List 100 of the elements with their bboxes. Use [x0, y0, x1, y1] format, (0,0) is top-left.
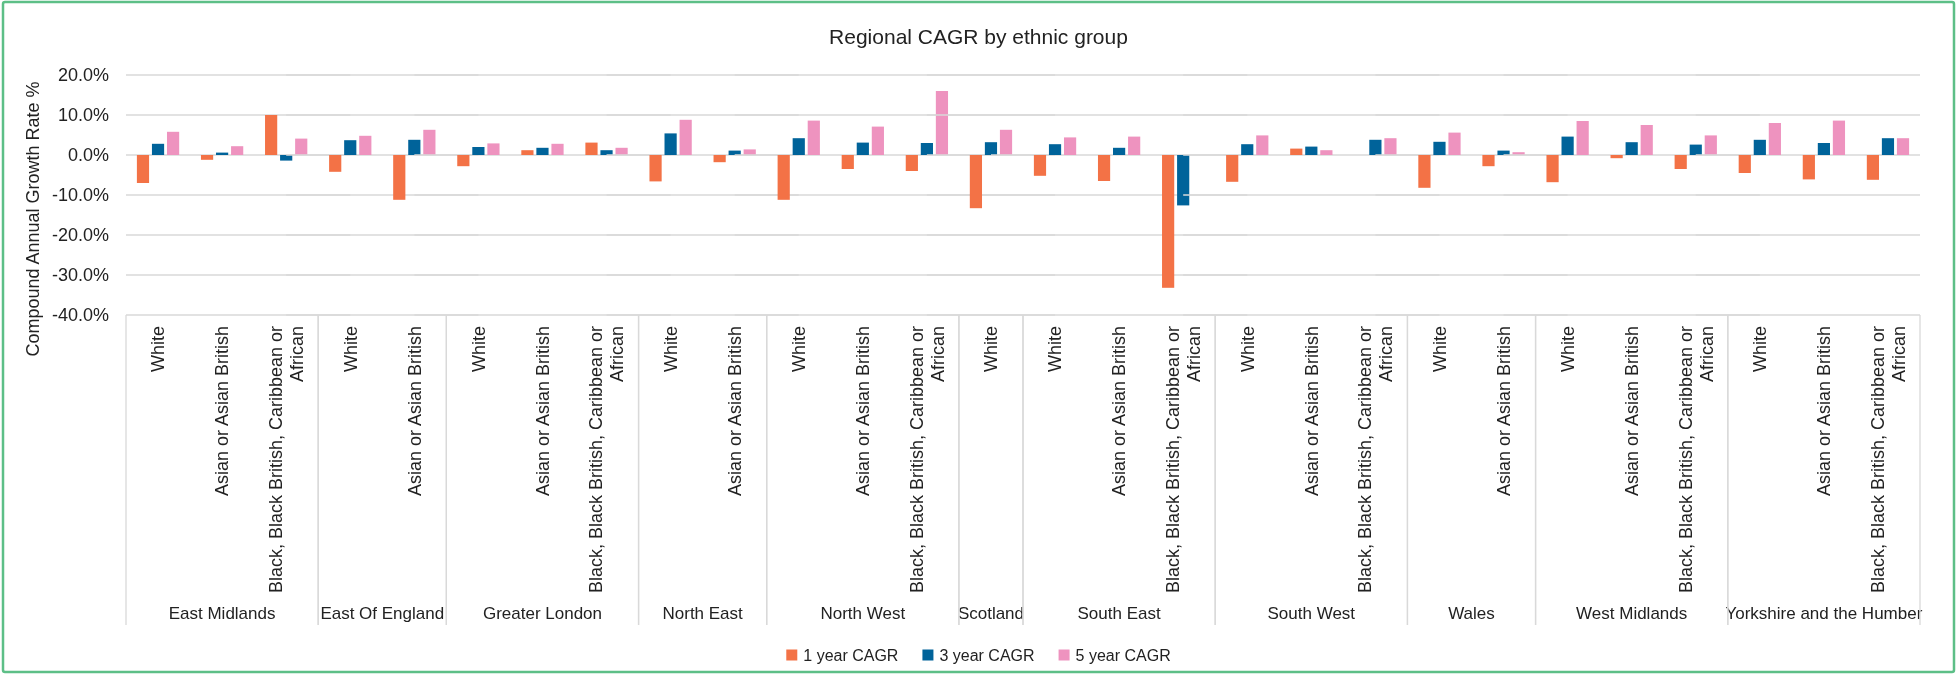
bar	[1384, 138, 1397, 155]
x-tick-label: Asian or Asian British	[724, 326, 745, 497]
bar	[1226, 155, 1239, 182]
x-tick-label: Asian or Asian British	[1621, 326, 1642, 497]
legend-label: 5 year CAGR	[1075, 646, 1171, 664]
bar	[1482, 155, 1495, 167]
bar	[1738, 155, 1751, 173]
bar	[1881, 138, 1895, 155]
bar	[1546, 155, 1559, 183]
bar	[1063, 137, 1077, 155]
bar	[1689, 144, 1702, 155]
bar	[1162, 155, 1175, 288]
bar	[551, 143, 564, 155]
bar	[536, 147, 549, 155]
x-tick-label: Black, Black British, Caribbean or African	[586, 326, 628, 594]
bar	[1097, 155, 1111, 181]
x-tick-label: Asian or Asian British	[404, 326, 425, 497]
bar	[136, 155, 150, 183]
bar	[679, 119, 692, 155]
bar	[1433, 141, 1446, 155]
bar	[713, 155, 726, 163]
bar	[151, 143, 165, 155]
x-axis-title: Wales	[1448, 604, 1495, 623]
bar	[1704, 135, 1717, 155]
x-axis-title: North West	[820, 604, 906, 623]
x-tick-label: White	[789, 326, 810, 373]
bar	[166, 131, 180, 155]
y-tick-label: 20.0%	[57, 65, 109, 86]
x-tick-label: Asian or Asian British	[1814, 326, 1835, 497]
x-axis-title: East Of England	[320, 604, 445, 623]
x-tick-label: Asian or Asian British	[1109, 326, 1130, 497]
x-axis-title: South West	[1267, 604, 1356, 623]
y-tick-label: -20.0%	[51, 225, 109, 246]
bar	[200, 155, 214, 160]
x-axis-title: South East	[1077, 604, 1161, 623]
x-tick-label: Asian or Asian British	[853, 326, 874, 497]
bar	[1866, 155, 1880, 180]
bar	[856, 142, 869, 155]
x-tick-label: White	[1557, 326, 1578, 373]
bar	[1576, 121, 1589, 155]
x-tick-label: White	[1429, 326, 1450, 373]
bar	[329, 155, 342, 172]
bar	[1753, 139, 1766, 155]
bar	[905, 155, 918, 171]
x-tick-label: White	[468, 326, 489, 373]
x-tick-label: Asian or Asian British	[212, 326, 233, 497]
y-axis-title: Compound Annual Growth Rate %	[23, 81, 44, 357]
x-tick-label: White	[1237, 326, 1258, 373]
bar	[841, 155, 854, 169]
bar	[265, 115, 278, 155]
x-tick-label: White	[660, 326, 681, 373]
x-tick-label: Asian or Asian British	[1301, 326, 1322, 497]
bar	[1768, 123, 1781, 155]
bar	[472, 147, 485, 155]
bar	[1674, 155, 1687, 169]
x-tick-label: Black, Black British, Caribbean or African	[1162, 326, 1204, 594]
bar	[1048, 144, 1062, 155]
bar	[1113, 147, 1126, 155]
bar	[807, 120, 820, 155]
bar	[1305, 146, 1318, 155]
x-axis-title: West Midlands	[1576, 604, 1688, 623]
bar	[231, 146, 244, 155]
x-tick-label: Black, Black British, Caribbean or African	[1675, 326, 1717, 594]
x-tick-label: Black, Black British, Caribbean or African	[906, 326, 948, 594]
bar	[521, 150, 534, 155]
x-tick-label: White	[981, 326, 1002, 373]
bar	[457, 155, 470, 167]
bar	[1241, 144, 1254, 155]
x-axis-title: Yorkshire and the Humber	[1725, 604, 1923, 623]
bar	[1290, 148, 1303, 155]
bar	[487, 143, 500, 155]
bar	[1896, 138, 1910, 155]
x-tick-label: Asian or Asian British	[1493, 326, 1514, 497]
bar	[920, 143, 933, 155]
bar	[359, 135, 372, 155]
bar	[1832, 120, 1846, 155]
x-tick-label: Black, Black British, Caribbean or African	[1355, 326, 1397, 594]
bar	[935, 91, 949, 155]
x-axis-title: North East	[662, 604, 744, 623]
y-tick-label: 0.0%	[67, 145, 109, 166]
bar	[344, 140, 357, 155]
bar	[871, 126, 884, 155]
bar	[664, 133, 677, 155]
bar	[280, 155, 293, 161]
bar	[1802, 155, 1815, 180]
x-tick-label: Asian or Asian British	[532, 326, 553, 497]
bar	[423, 129, 436, 155]
bar	[1256, 135, 1269, 155]
bar	[585, 142, 598, 155]
y-tick-label: -10.0%	[51, 185, 109, 206]
bar	[1033, 155, 1047, 176]
bar	[295, 138, 308, 155]
x-tick-label: White	[148, 326, 169, 373]
bar	[1369, 139, 1382, 155]
bar	[1817, 143, 1830, 155]
y-tick-label: 10.0%	[57, 105, 109, 126]
x-tick-label: White	[1750, 326, 1771, 373]
x-tick-label: Black, Black British, Caribbean or African	[1867, 326, 1909, 594]
y-tick-label: -40.0%	[51, 305, 109, 326]
bar	[393, 155, 406, 200]
